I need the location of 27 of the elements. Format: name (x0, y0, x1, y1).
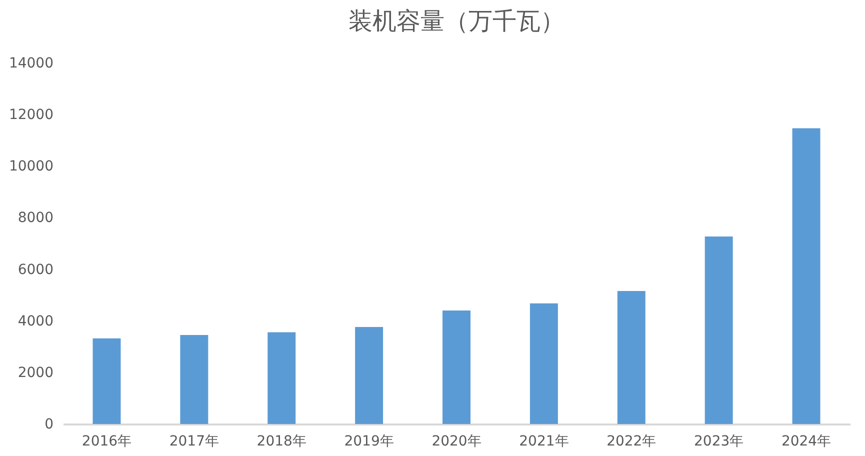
bar (355, 327, 384, 424)
bar (92, 338, 121, 424)
x-tick-label: 2016年 (82, 434, 132, 450)
bar (268, 332, 296, 424)
x-tick-label: 2020年 (432, 434, 482, 450)
y-tick-label: 10000 (8, 158, 54, 175)
y-tick-label: 6000 (18, 262, 54, 278)
y-tick-label: 12000 (8, 107, 54, 124)
x-tick-label: 2022年 (606, 434, 656, 450)
bar (792, 128, 820, 424)
bar (704, 236, 733, 424)
y-tick-label: 14000 (8, 56, 54, 72)
x-tick-label: 2023年 (694, 434, 744, 450)
x-tick-label: 2024年 (781, 434, 832, 450)
chart-title: 装机容量（万千瓦） (348, 7, 564, 35)
y-tick-label: 2000 (18, 364, 54, 381)
y-tick-label: 8000 (18, 210, 54, 226)
x-tick-label: 2017年 (169, 434, 219, 450)
y-tick-label: 0 (44, 416, 54, 432)
y-tick-label: 4000 (18, 313, 54, 330)
bar (530, 303, 558, 424)
bar (180, 335, 208, 424)
x-tick-label: 2018年 (256, 434, 306, 450)
x-tick-label: 2021年 (519, 434, 569, 450)
x-tick-label: 2019年 (344, 434, 394, 450)
bar (442, 310, 470, 424)
bar (617, 290, 646, 424)
